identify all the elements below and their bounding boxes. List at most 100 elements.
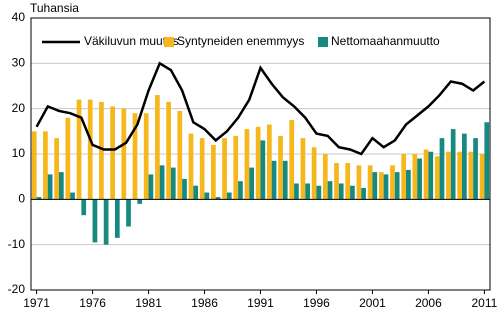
bar — [137, 199, 143, 204]
bar — [383, 174, 389, 200]
bar — [222, 138, 227, 200]
bar — [182, 178, 187, 200]
bar — [266, 124, 272, 200]
bar — [423, 149, 429, 200]
bar — [58, 172, 64, 200]
bar — [188, 133, 194, 200]
legend-label: Väkiluvun muutos — [84, 34, 179, 48]
line — [35, 61, 486, 156]
y-axis-label: Tuhansia — [30, 1, 79, 15]
bar — [114, 199, 120, 238]
bar — [65, 117, 71, 200]
bar — [103, 199, 109, 245]
bar — [177, 110, 183, 200]
legend-swatch — [318, 37, 328, 47]
bar — [356, 165, 362, 200]
x-tick-label: 2001 — [359, 296, 386, 310]
y-tick-label: -20 — [8, 282, 26, 296]
bar — [148, 174, 154, 200]
bar — [249, 167, 255, 200]
bar — [282, 160, 288, 200]
bar — [126, 199, 131, 227]
bar — [401, 154, 407, 200]
bar — [47, 174, 53, 200]
bar — [311, 147, 317, 200]
bar — [76, 99, 82, 200]
bar — [294, 183, 299, 200]
bar — [43, 131, 48, 200]
y-tick-label: 0 — [18, 192, 25, 206]
bar — [394, 172, 400, 200]
bar — [439, 138, 445, 200]
bar — [338, 183, 344, 200]
bar — [316, 185, 322, 200]
x-tick-label: 1971 — [23, 296, 50, 310]
legend-label: Nettomaahanmuutto — [331, 34, 440, 48]
bar — [87, 99, 93, 200]
bar — [378, 172, 384, 200]
bar — [81, 199, 87, 216]
bar — [278, 135, 283, 200]
bar — [204, 192, 210, 200]
bar — [54, 138, 59, 200]
bar — [155, 95, 160, 200]
bar — [367, 165, 373, 200]
bar — [450, 129, 456, 200]
plot-frame — [30, 17, 491, 291]
bar — [322, 154, 328, 200]
bar — [211, 144, 216, 200]
x-tick-label: 1991 — [247, 296, 274, 310]
bar — [428, 151, 434, 200]
bar — [300, 138, 306, 200]
bar — [199, 138, 205, 200]
y-tick-label: 10 — [12, 146, 26, 160]
bar — [305, 183, 310, 200]
bar — [226, 192, 232, 200]
bar — [446, 151, 451, 200]
bar — [99, 101, 104, 200]
y-tick-label: 20 — [12, 101, 26, 115]
x-tick-label: 1981 — [135, 296, 162, 310]
bar — [260, 140, 266, 200]
bar — [327, 181, 333, 200]
y-tick-label: 40 — [12, 10, 26, 24]
bar — [457, 151, 463, 200]
y-tick-label: 30 — [12, 56, 26, 70]
bar — [132, 113, 138, 200]
bar — [36, 197, 42, 200]
bar — [434, 156, 440, 200]
bar — [92, 199, 98, 243]
bar — [462, 133, 467, 200]
bar — [350, 185, 355, 200]
x-tick-label: 1986 — [191, 296, 218, 310]
x-tick-label: 1976 — [79, 296, 106, 310]
bar — [110, 106, 115, 200]
bar — [468, 151, 474, 200]
bar — [345, 163, 351, 200]
bar — [473, 138, 478, 200]
bar — [484, 122, 490, 200]
bar — [412, 154, 418, 200]
bar — [479, 154, 485, 200]
bar — [215, 197, 221, 200]
legend-swatch — [164, 37, 174, 47]
bar — [121, 108, 127, 200]
bar — [271, 160, 277, 200]
bar — [255, 126, 261, 200]
bar — [244, 129, 250, 200]
bar — [390, 165, 395, 200]
bar — [143, 113, 149, 200]
bar — [289, 120, 295, 200]
bar — [193, 185, 199, 200]
x-tick-label: 2011 — [471, 296, 497, 310]
bar — [238, 181, 243, 200]
legend-label: Syntyneiden enemmyys — [177, 34, 304, 48]
bar — [406, 169, 411, 200]
bar — [166, 101, 171, 200]
bar — [233, 135, 239, 200]
bar — [417, 158, 422, 200]
bar — [361, 188, 366, 200]
x-tick-label: 2006 — [415, 296, 442, 310]
bar — [334, 163, 339, 200]
